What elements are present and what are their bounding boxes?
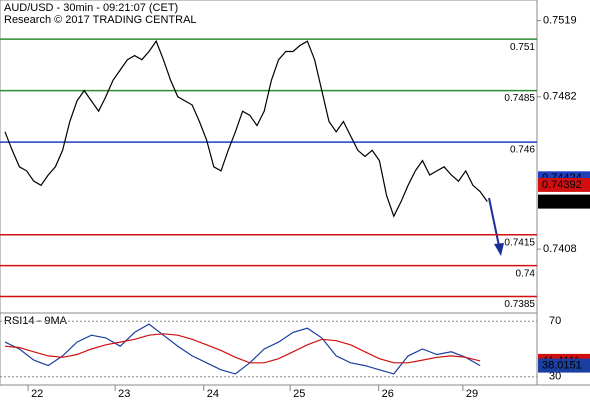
forecast-arrow [488,197,504,256]
price-box [538,358,590,373]
x-tick-label: 25 [293,388,305,400]
x-tick-label: 26 [382,388,394,400]
plot-frame [0,0,538,386]
x-tick-label: 24 [207,388,219,400]
level-label: 0.746 [510,145,535,156]
chart-title: AUD/USD - 30min - 09:21:07 (CET) [4,2,178,14]
price-box-label: 38.0151 [542,360,582,372]
price-box-label: 0.74392 [542,179,582,191]
level-label: 0.74 [516,268,536,279]
price-box [538,177,590,192]
series-line [4,323,481,375]
level-label: 0.7485 [504,93,535,104]
y-tick-label: 70 [549,315,561,327]
level-label: 0.7385 [504,299,535,310]
level-label: 0.7415 [504,237,535,248]
x-tick-label: 29 [466,388,478,400]
y-tick-label: 30 [549,371,561,383]
y-tick-label: 0.7482 [543,91,577,103]
x-tick-label: 22 [31,388,43,400]
price-box-label: 0.74311 [542,196,581,208]
level-label: 0.751 [510,42,535,53]
y-tick-label: 0.7519 [543,14,577,26]
chart-subtitle: Research © 2017 TRADING CENTRAL [4,14,197,26]
rsi-title: RSI14 - 9MA [4,315,68,327]
series-line [4,333,481,364]
x-tick-label: 23 [118,388,130,400]
price-box [538,194,590,209]
series-line [4,39,488,218]
y-tick-label: 0.7408 [543,243,577,255]
